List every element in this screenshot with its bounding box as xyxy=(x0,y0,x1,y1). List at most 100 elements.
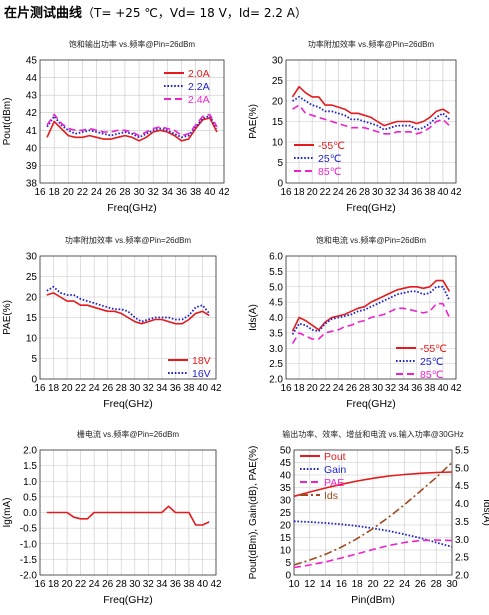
x-tick-label: 36 xyxy=(170,383,182,394)
y-tick-label: 10 xyxy=(280,546,292,557)
x-tick-label: 16 xyxy=(34,187,46,198)
plot-frame xyxy=(293,449,453,576)
x-tick-label: 28 xyxy=(431,579,443,590)
y-tick-label: 15 xyxy=(272,117,284,128)
y-tick-label: 4.5 xyxy=(269,298,283,309)
series-line-pout xyxy=(293,471,453,498)
y-tick-label: 20 xyxy=(272,97,284,108)
x-tick-label: 20 xyxy=(307,187,319,198)
x-tick-label: 18 xyxy=(48,383,60,394)
x-tick-label: 22 xyxy=(320,187,332,198)
x-tick-label: 34 xyxy=(156,579,168,590)
y-tick-label: 20 xyxy=(26,293,38,304)
x-tick-label: 16 xyxy=(280,383,292,394)
x-tick-label: 32 xyxy=(148,187,160,198)
y-tick-label: 20 xyxy=(280,521,292,532)
y-axis-label: PAE(%) xyxy=(2,300,13,335)
y-tick-label: 1.0 xyxy=(23,477,37,488)
x-tick-label: 20 xyxy=(63,187,75,198)
y-axis-label: Pout(dBm), Gain(dB), PAE(%) xyxy=(248,446,259,580)
series-line-22a xyxy=(46,115,218,139)
series-line-pae xyxy=(293,539,453,569)
chart-title: 饱和电流 vs.频率@Pin=26dBm xyxy=(316,235,426,245)
y-tick-label: 43 xyxy=(26,91,38,102)
series-line-55 xyxy=(291,279,451,332)
x-tick-label: 20 xyxy=(62,383,74,394)
series-line-ids xyxy=(293,461,453,566)
page-header: 在片测试曲线（T= +25 ℃，Vd= 18 V，Id= 2.2 A） xyxy=(4,2,307,22)
y-axis-label: Pout(dBm) xyxy=(2,98,13,146)
x-tick-label: 40 xyxy=(204,187,216,198)
y-right-tick-label: 4.5 xyxy=(455,481,469,492)
x-axis-label: Freq(GHz) xyxy=(346,398,396,410)
y-tick-label: 0 xyxy=(285,571,291,582)
legend-label: 2.2A xyxy=(188,81,210,93)
plot-frame xyxy=(285,59,457,184)
y-tick-label: 45 xyxy=(280,458,292,469)
x-tick-label: 24 xyxy=(89,579,101,590)
y-tick-label: 2.0 xyxy=(23,446,37,457)
y-right-tick-label: 2.0 xyxy=(455,571,469,582)
chart-title: 功率附加效率 vs.频率@Pin=26dBm xyxy=(308,39,434,49)
x-tick-label: 30 xyxy=(129,383,141,394)
y-tick-label: 38 xyxy=(26,179,38,190)
y-tick-label: -1.5 xyxy=(20,555,38,566)
y-right-tick-label: 5.0 xyxy=(455,463,469,474)
x-tick-label: 26 xyxy=(105,187,117,198)
y-right-tick-label: 5.5 xyxy=(455,446,469,457)
x-tick-label: 22 xyxy=(75,579,87,590)
x-tick-label: 26 xyxy=(346,383,358,394)
chart-title: 功率附加效率 vs.频率@Pin=26dBm xyxy=(65,235,191,245)
x-axis-label: Freq(GHz) xyxy=(103,594,153,606)
y-axis-label-right: Ids(A) xyxy=(481,499,489,526)
x-tick-label: 18 xyxy=(48,579,60,590)
y-axis-label: Ids(A) xyxy=(248,304,259,331)
series-line-55 xyxy=(291,85,450,127)
x-tick-label: 38 xyxy=(190,187,202,198)
chart-title: 栅电流 vs.频率@Pin=26dBm xyxy=(77,429,179,439)
y-tick-label: 35 xyxy=(280,483,292,494)
y-tick-label: 41 xyxy=(26,126,38,137)
x-tick-label: 40 xyxy=(197,579,209,590)
plot-frame xyxy=(285,255,457,380)
chart-power-sweep: 输出功率、效率、增益和电流 vs.输入功率@30GHz0510152025303… xyxy=(248,429,489,606)
series-line-18v xyxy=(46,292,210,325)
x-tick-label: 38 xyxy=(424,187,436,198)
x-tick-label: 26 xyxy=(102,579,114,590)
x-tick-label: 32 xyxy=(385,383,397,394)
legend-label: PAE xyxy=(324,477,344,489)
y-tick-label: 5.0 xyxy=(269,282,283,293)
x-tick-label: 34 xyxy=(398,187,410,198)
x-tick-label: 14 xyxy=(320,579,332,590)
series-line-85 xyxy=(291,302,451,345)
x-tick-label: 30 xyxy=(134,187,146,198)
y-tick-label: 3.0 xyxy=(269,344,283,355)
x-tick-label: 32 xyxy=(143,579,155,590)
x-tick-label: 32 xyxy=(143,383,155,394)
legend-label: 85℃ xyxy=(420,369,444,381)
x-tick-label: 42 xyxy=(210,383,222,394)
x-tick-label: 22 xyxy=(383,579,395,590)
y-tick-label: 4.0 xyxy=(269,313,283,324)
y-tick-label: -1.0 xyxy=(20,539,38,550)
y-right-tick-label: 2.5 xyxy=(455,553,469,564)
y-axis-label: PAE(%) xyxy=(248,104,259,139)
y-tick-label: 3.5 xyxy=(269,328,283,339)
y-tick-label: -0.5 xyxy=(20,524,38,535)
x-tick-label: 16 xyxy=(34,579,46,590)
chart-title: 输出功率、效率、增益和电流 vs.输入功率@30GHz xyxy=(282,429,463,439)
x-tick-label: 32 xyxy=(385,187,397,198)
x-tick-label: 24 xyxy=(91,187,103,198)
y-tick-label: 0.0 xyxy=(23,508,37,519)
plot-frame xyxy=(39,255,217,380)
y-tick-label: 45 xyxy=(26,56,38,67)
x-tick-label: 28 xyxy=(116,579,128,590)
x-tick-label: 26 xyxy=(102,383,114,394)
x-tick-label: 20 xyxy=(62,579,74,590)
y-tick-label: 25 xyxy=(280,508,292,519)
x-tick-label: 40 xyxy=(437,383,449,394)
y-tick-label: 5 xyxy=(31,354,37,365)
x-tick-label: 40 xyxy=(437,187,449,198)
